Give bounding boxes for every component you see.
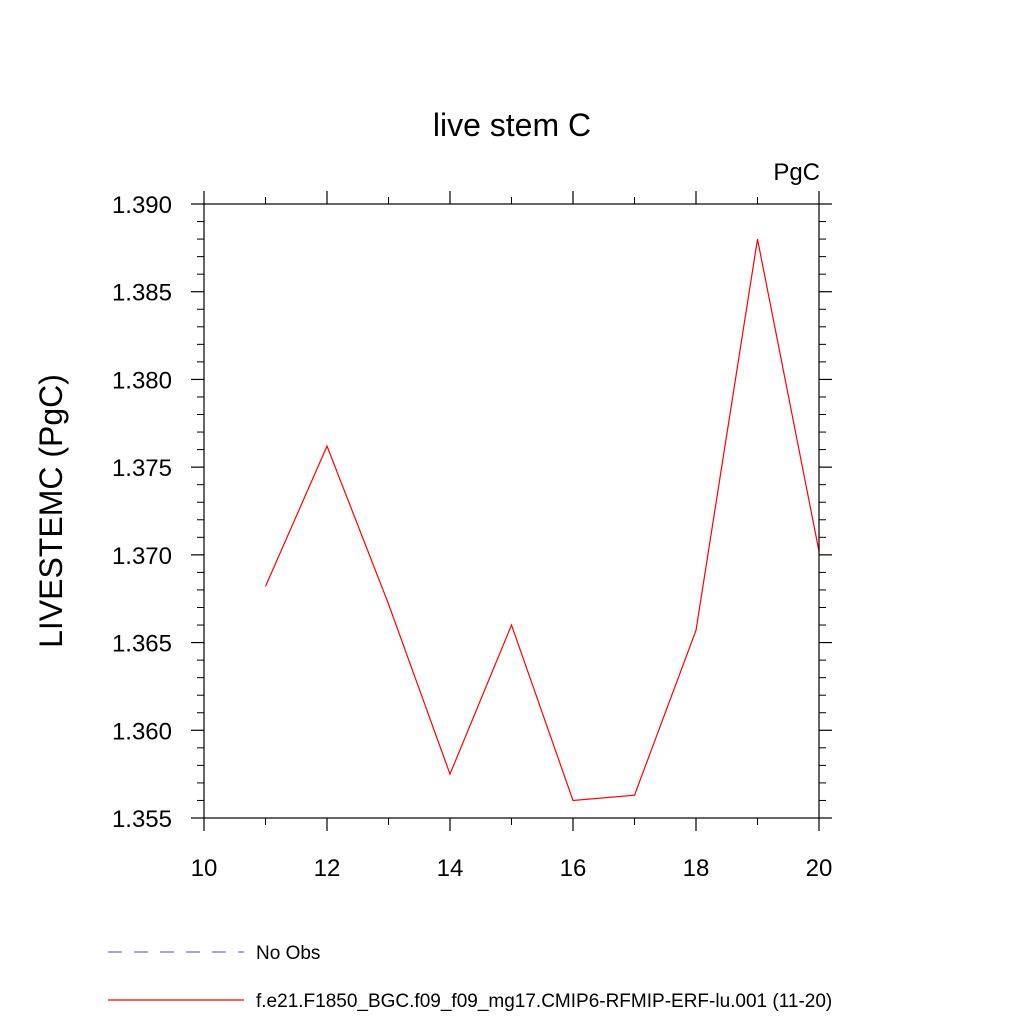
plot-frame bbox=[203, 203, 820, 819]
x-tick-label: 18 bbox=[683, 855, 710, 882]
y-tick-label: 1.360 bbox=[112, 718, 172, 745]
y-tick-label: 1.375 bbox=[112, 455, 172, 482]
y-tick-label: 1.380 bbox=[112, 367, 172, 394]
y-tick-label: 1.355 bbox=[112, 806, 172, 833]
series-line-1 bbox=[264, 238, 820, 802]
x-tick-label: 20 bbox=[806, 855, 833, 882]
tick-labels: 10 12 14 16 18 20 1.355 1.360 1.365 1.370 1.375 1.3… bbox=[112, 192, 832, 882]
legend-entry-label: f.e21.F1850_BGC.f09_f09_mg17.CMIP6-RFMIP… bbox=[256, 991, 832, 1012]
chart-title: live stem C bbox=[433, 107, 591, 143]
y-tick-label: 1.365 bbox=[112, 631, 172, 658]
y-tick-label: 1.370 bbox=[112, 543, 172, 570]
axis-ticks bbox=[191, 191, 832, 831]
series-layer bbox=[264, 238, 820, 802]
legend-entry-label: No Obs bbox=[256, 943, 320, 964]
x-tick-label: 12 bbox=[314, 855, 341, 882]
y-tick-label: 1.390 bbox=[112, 192, 172, 219]
legend: No Obs f.e21.F1850_BGC.f09_f09_mg17.CMIP6… bbox=[108, 943, 832, 1012]
x-tick-label: 14 bbox=[437, 855, 464, 882]
y-axis-label: LIVESTEMC (PgC) bbox=[33, 374, 69, 648]
x-tick-label: 10 bbox=[191, 855, 218, 882]
x-tick-label: 16 bbox=[560, 855, 587, 882]
y-tick-label: 1.385 bbox=[112, 280, 172, 307]
units-label: PgC bbox=[773, 159, 820, 186]
